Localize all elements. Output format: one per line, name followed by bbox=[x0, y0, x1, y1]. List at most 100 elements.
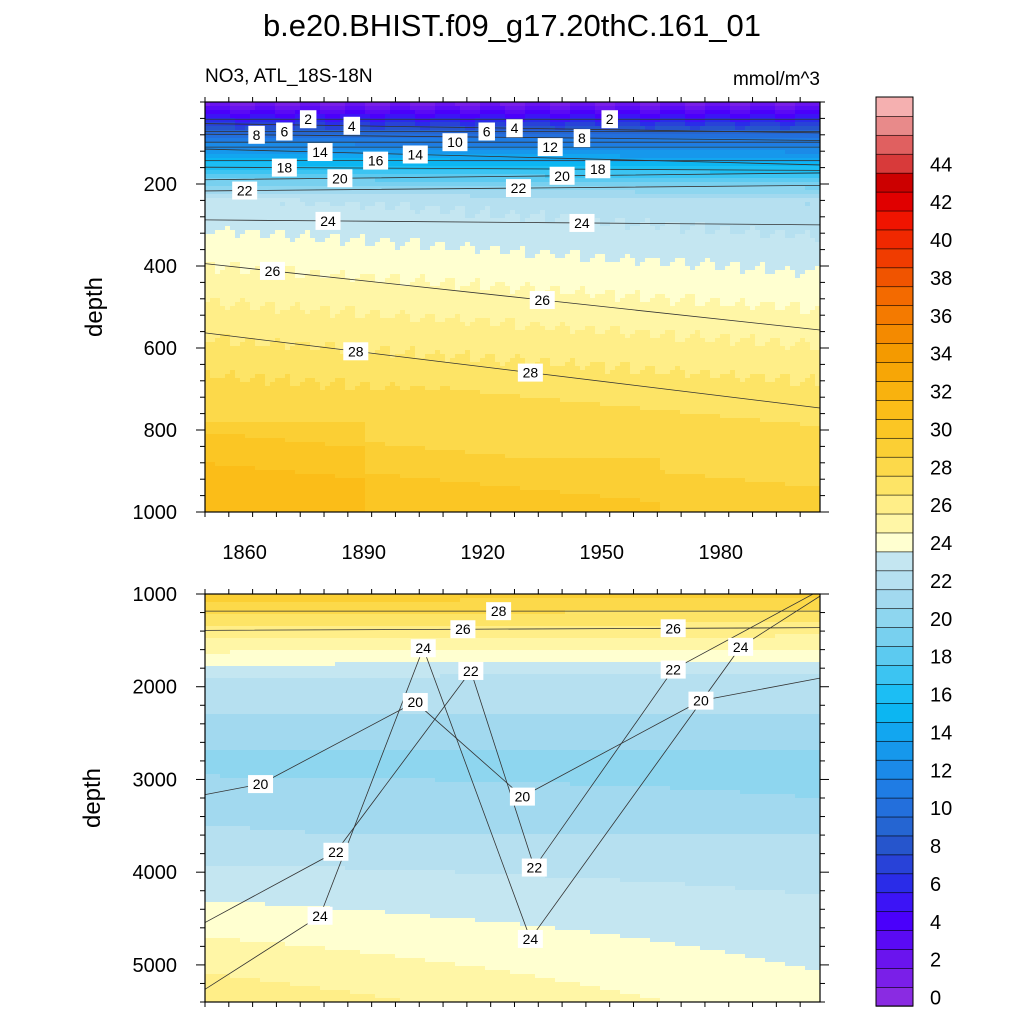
contour-cell bbox=[225, 338, 231, 343]
contour-cell bbox=[290, 326, 296, 331]
contour-cell bbox=[295, 314, 301, 319]
contour-cell bbox=[250, 370, 256, 375]
contour-cell bbox=[360, 414, 366, 419]
contour-cell bbox=[360, 250, 366, 255]
contour-cell bbox=[305, 290, 311, 295]
contour-cell bbox=[215, 178, 221, 183]
contour-cell bbox=[370, 314, 376, 319]
contour-cell bbox=[275, 242, 281, 247]
contour-cell bbox=[435, 202, 441, 207]
contour-cell bbox=[400, 422, 406, 427]
contour-cell bbox=[380, 210, 386, 215]
contour-cell bbox=[335, 390, 341, 395]
contour-cell bbox=[295, 402, 301, 407]
contour-cell bbox=[280, 314, 286, 319]
contour-cell bbox=[360, 494, 366, 499]
contour-cell bbox=[355, 426, 361, 431]
contour-cell bbox=[385, 302, 391, 307]
contour-cell bbox=[340, 130, 346, 135]
contour-cell bbox=[285, 106, 291, 111]
contour-cell bbox=[315, 110, 321, 115]
contour-cell bbox=[310, 378, 316, 383]
contour-cell bbox=[210, 142, 216, 147]
contour-cell bbox=[300, 222, 306, 227]
contour-cell bbox=[375, 170, 381, 175]
contour-cell bbox=[405, 170, 411, 175]
contour-cell bbox=[355, 262, 361, 267]
contour-cell bbox=[405, 274, 411, 279]
contour-cell bbox=[270, 294, 276, 299]
contour-cell bbox=[330, 394, 336, 399]
contour-cell bbox=[310, 422, 316, 427]
contour-cell bbox=[415, 354, 421, 359]
contour-cell bbox=[400, 306, 406, 311]
contour-cell bbox=[385, 386, 391, 391]
contour-cell bbox=[350, 286, 356, 291]
contour-cell bbox=[250, 418, 256, 423]
contour-cell bbox=[235, 138, 241, 143]
contour-cell bbox=[425, 190, 431, 195]
contour-cell bbox=[225, 482, 231, 487]
contour-cell bbox=[320, 238, 326, 243]
contour-cell bbox=[370, 366, 376, 371]
contour-cell bbox=[360, 226, 366, 231]
contour-cell bbox=[235, 114, 241, 119]
contour-cell bbox=[415, 346, 421, 351]
contour-cell bbox=[380, 334, 386, 339]
contour-cell bbox=[205, 198, 211, 203]
contour-cell bbox=[390, 250, 396, 255]
contour-cell bbox=[405, 238, 411, 243]
contour-cell bbox=[305, 318, 311, 323]
contour-cell bbox=[400, 342, 406, 347]
contour-cell bbox=[280, 474, 286, 479]
contour-cell bbox=[330, 482, 336, 487]
contour-cell bbox=[315, 306, 321, 311]
contour-cell bbox=[235, 434, 241, 439]
contour-cell bbox=[275, 254, 281, 259]
contour-cell bbox=[390, 470, 396, 475]
contour-cell bbox=[415, 434, 421, 439]
contour-cell bbox=[410, 334, 416, 339]
contour-cell bbox=[355, 398, 361, 403]
contour-cell bbox=[390, 182, 396, 187]
contour-cell bbox=[290, 186, 296, 191]
contour-cell bbox=[385, 294, 391, 299]
contour-cell bbox=[365, 238, 371, 243]
contour-cell bbox=[280, 206, 286, 211]
contour-cell bbox=[310, 222, 316, 227]
contour-cell bbox=[245, 298, 251, 303]
contour-cell bbox=[420, 370, 426, 375]
contour-cell bbox=[435, 110, 441, 115]
contour-cell bbox=[255, 270, 261, 275]
contour-cell bbox=[330, 438, 336, 443]
contour-cell bbox=[425, 182, 431, 187]
contour-cell bbox=[310, 182, 316, 187]
contour-cell bbox=[285, 234, 291, 239]
contour-cell bbox=[405, 122, 411, 127]
contour-cell bbox=[370, 262, 376, 267]
contour-cell bbox=[350, 290, 356, 295]
contour-cell bbox=[275, 478, 281, 483]
contour-cell bbox=[330, 262, 336, 267]
contour-cell bbox=[420, 326, 426, 331]
contour-cell bbox=[310, 470, 316, 475]
contour-cell bbox=[265, 102, 271, 107]
contour-cell bbox=[230, 130, 236, 135]
contour-cell bbox=[415, 418, 421, 423]
contour-cell bbox=[385, 394, 391, 399]
contour-cell bbox=[235, 506, 241, 511]
contour-cell bbox=[420, 410, 426, 415]
contour-cell bbox=[325, 134, 331, 139]
contour-cell bbox=[300, 178, 306, 183]
contour-cell bbox=[245, 506, 251, 511]
contour-cell bbox=[230, 110, 236, 115]
contour-cell bbox=[380, 190, 386, 195]
contour-cell bbox=[275, 278, 281, 283]
contour-cell bbox=[320, 114, 326, 119]
contour-cell bbox=[420, 434, 426, 439]
contour-cell bbox=[410, 418, 416, 423]
contour-cell bbox=[320, 502, 326, 507]
contour-cell bbox=[250, 162, 256, 167]
contour-cell bbox=[430, 274, 436, 279]
contour-cell bbox=[210, 102, 216, 107]
